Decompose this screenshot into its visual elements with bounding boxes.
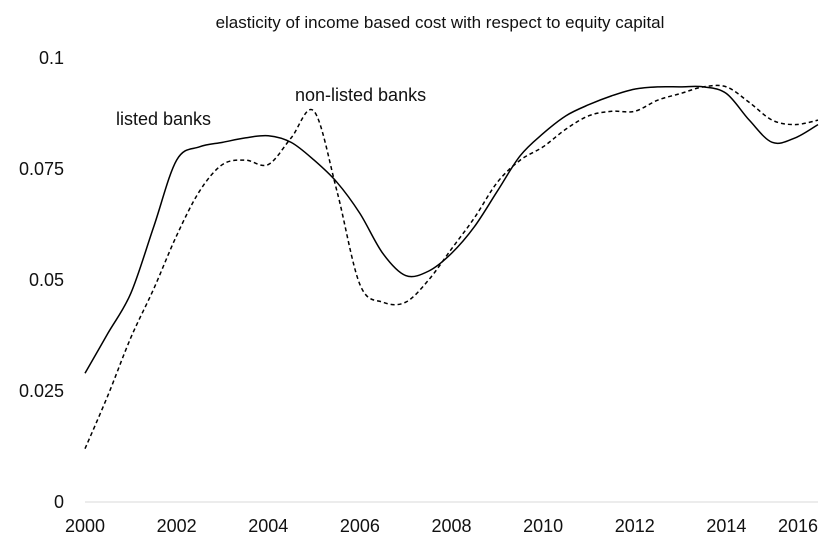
y-tick-label: 0.025 [19, 381, 64, 401]
x-tick-label: 2004 [248, 516, 288, 536]
y-axis-ticks: 0 0.025 0.05 0.075 0.1 [19, 48, 64, 512]
x-tick-label: 2010 [523, 516, 563, 536]
series-line-non-listed-banks [84, 84, 819, 450]
x-tick-label: 2002 [157, 516, 197, 536]
x-tick-label: 2000 [65, 516, 105, 536]
annotation-non-listed-banks: non-listed banks [295, 85, 426, 105]
x-tick-label: 2008 [431, 516, 471, 536]
y-tick-label: 0.05 [29, 270, 64, 290]
x-axis-ticks: 2000 2002 2004 2006 2008 2010 2012 2014 2016 [65, 516, 818, 536]
series-line-listed-banks [84, 85, 819, 374]
y-tick-label: 0.1 [39, 48, 64, 68]
x-tick-label: 2014 [706, 516, 746, 536]
annotation-listed-banks: listed banks [116, 109, 211, 129]
chart-title: elasticity of income based cost with res… [216, 13, 665, 32]
x-tick-label: 2006 [340, 516, 380, 536]
x-tick-label: 2012 [615, 516, 655, 536]
y-tick-label: 0.075 [19, 159, 64, 179]
plot-area [84, 84, 819, 450]
y-tick-label: 0 [54, 492, 64, 512]
x-tick-label: 2016 [778, 516, 818, 536]
